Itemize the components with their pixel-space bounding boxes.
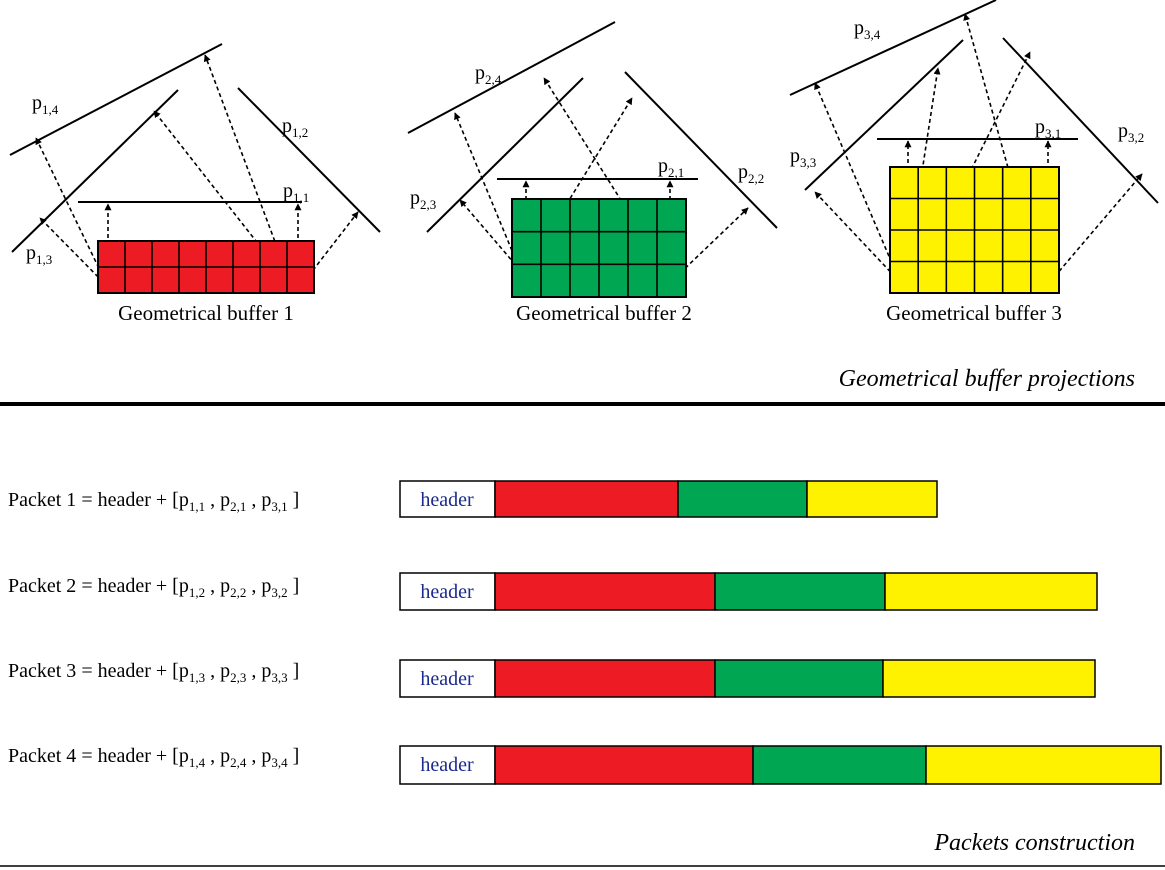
ray xyxy=(1049,173,1143,283)
packet-segment-buffer-1 xyxy=(494,572,716,611)
buffer-3-group: p3,1 p3,2 p3,3 p3,4 Geometrical buffer 3 xyxy=(789,0,1159,325)
packet-4-formula: Packet 4 = header + [p1,4 , p2,4 , p3,4 … xyxy=(8,745,299,770)
buffer-2-projection-lines xyxy=(407,21,778,233)
projection-line-p12 xyxy=(237,87,381,233)
projection-line-p33 xyxy=(804,39,964,191)
packet-4-segments xyxy=(494,745,1162,785)
packets-section-title: Packets construction xyxy=(933,830,1135,856)
packet-2-segments xyxy=(494,572,1098,611)
buffer-2-caption: Geometrical buffer 2 xyxy=(516,301,692,325)
header-block xyxy=(399,480,496,518)
packet-2-bar: header xyxy=(399,572,1098,611)
ray xyxy=(203,54,293,288)
ray xyxy=(525,97,633,271)
packet-segment-buffer-3 xyxy=(925,745,1162,785)
buffer-3-caption: Geometrical buffer 3 xyxy=(886,301,1062,325)
packet-3-segments xyxy=(494,659,1096,698)
projection-line-p23 xyxy=(426,77,584,233)
buffer-1-projection-lines xyxy=(9,43,381,253)
ray xyxy=(963,13,1041,283)
buffer-1-group: p1,1 p1,2 p1,3 p1,4 Geometrical buffer 1 xyxy=(9,43,381,325)
packet-segment-buffer-3 xyxy=(882,659,1096,698)
packet-segment-buffer-2 xyxy=(752,745,927,785)
label-p34: p3,4 xyxy=(854,17,881,42)
label-p13: p1,3 xyxy=(26,242,52,267)
packet-segment-buffer-2 xyxy=(677,480,808,518)
packet-segment-buffer-1 xyxy=(494,745,754,785)
projections-section-title: Geometrical buffer projections xyxy=(839,366,1135,392)
header-text: header xyxy=(420,668,474,690)
packet-row-4: Packet 4 = header + [p1,4 , p2,4 , p3,4 … xyxy=(8,745,1162,785)
header-text: header xyxy=(420,754,474,776)
projection-line-p13 xyxy=(11,89,179,253)
projection-line-p14 xyxy=(9,43,223,156)
packet-4-bar: header xyxy=(399,745,1162,785)
projection-line-p32 xyxy=(1002,37,1159,204)
ray xyxy=(814,82,901,283)
label-p14: p1,4 xyxy=(32,92,59,117)
label-p21: p2,1 xyxy=(658,155,684,180)
ray xyxy=(39,217,109,288)
packet-segment-buffer-3 xyxy=(806,480,938,518)
header-text: header xyxy=(420,489,474,511)
label-p11: p1,1 xyxy=(283,180,309,205)
label-p24: p2,4 xyxy=(475,62,502,87)
ray xyxy=(459,199,521,271)
buffer-outline xyxy=(511,198,687,298)
projection-line-p34 xyxy=(789,0,997,96)
packet-segment-buffer-2 xyxy=(714,659,884,698)
packet-2-formula: Packet 2 = header + [p1,2 , p2,2 , p3,2 … xyxy=(8,575,299,600)
label-p22: p2,2 xyxy=(738,161,764,186)
packet-3-formula: Packet 3 = header + [p1,3 , p2,3 , p3,3 … xyxy=(8,660,299,685)
buffer-3-projection-lines xyxy=(789,0,1159,204)
packet-row-3: Packet 3 = header + [p1,3 , p2,3 , p3,3 … xyxy=(8,659,1096,698)
packet-1-bar: header xyxy=(399,480,938,518)
ray xyxy=(814,191,901,283)
header-block xyxy=(399,572,496,611)
buffer-outline xyxy=(97,240,315,294)
packet-row-2: Packet 2 = header + [p1,2 , p2,2 , p3,2 … xyxy=(8,572,1098,611)
ray xyxy=(454,112,521,271)
buffer-3-grid xyxy=(889,166,1060,294)
packet-segment-buffer-2 xyxy=(714,572,886,611)
buffer-1-grid xyxy=(97,240,315,294)
buffer-2-group: p2,1 p2,2 p2,3 p2,4 Geometrical buffer 2 xyxy=(407,21,778,325)
buffer-2-grid xyxy=(511,198,687,298)
packet-segment-buffer-1 xyxy=(494,480,679,518)
packet-1-segments xyxy=(494,480,938,518)
projection-line-p24 xyxy=(407,21,616,134)
label-p23: p2,3 xyxy=(410,187,436,212)
label-p32: p3,2 xyxy=(1118,120,1144,145)
buffer-outline xyxy=(889,166,1060,294)
label-p33: p3,3 xyxy=(790,145,816,170)
label-p31: p3,1 xyxy=(1035,116,1061,141)
packet-segment-buffer-1 xyxy=(494,659,716,698)
packet-segment-buffer-3 xyxy=(884,572,1098,611)
ray xyxy=(543,77,671,279)
buffer-1-caption: Geometrical buffer 1 xyxy=(118,301,294,325)
packet-1-formula: Packet 1 = header + [p1,1 , p2,1 , p3,1 … xyxy=(8,489,299,514)
packet-3-bar: header xyxy=(399,659,1096,698)
header-text: header xyxy=(420,581,474,603)
projection-line-p22 xyxy=(624,71,778,229)
label-p12: p1,2 xyxy=(282,115,308,140)
packet-row-1: Packet 1 = header + [p1,1 , p2,1 , p3,1 … xyxy=(8,480,938,518)
ray xyxy=(674,207,749,279)
